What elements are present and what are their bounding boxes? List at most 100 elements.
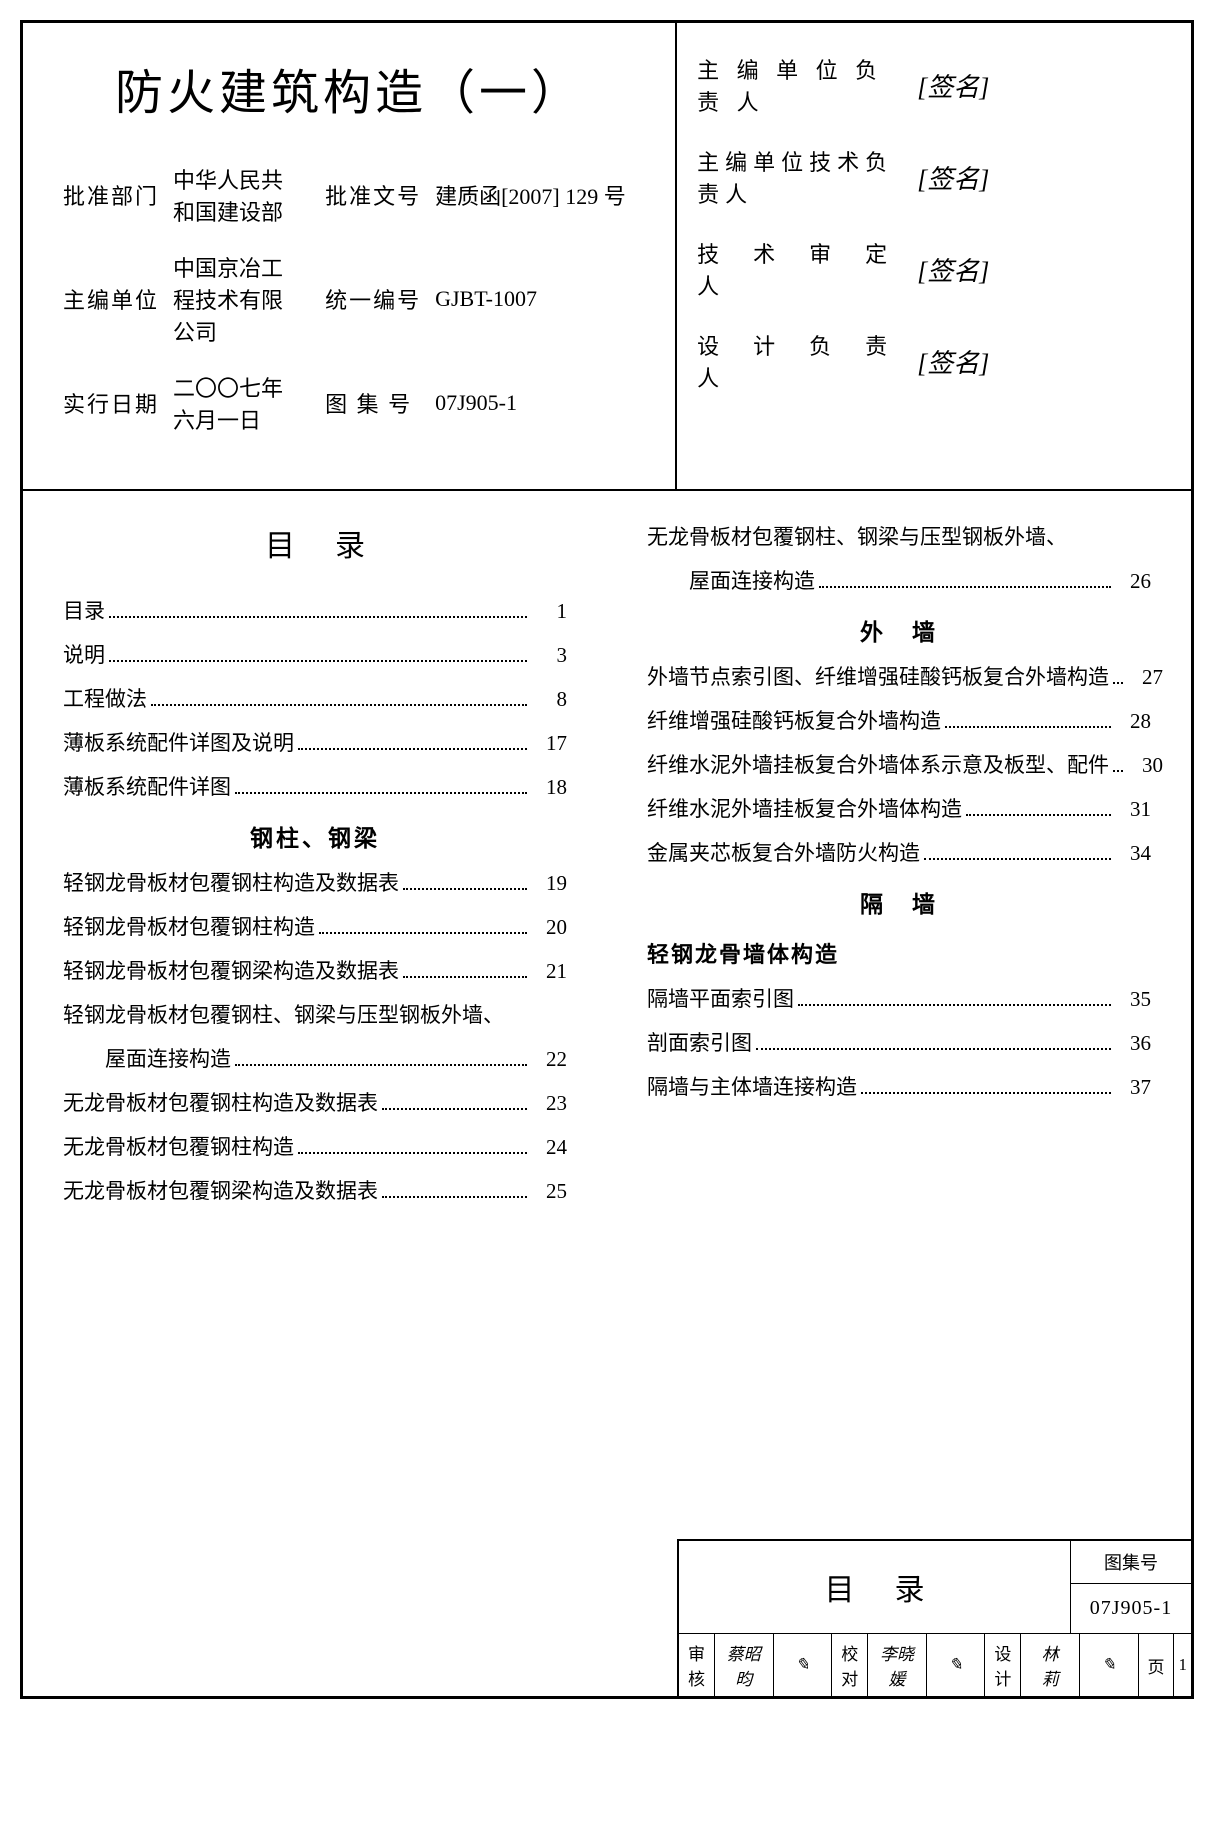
toc-row: 薄板系统配件详图及说明 17 xyxy=(63,727,567,757)
role-label: 主 编 单 位 负 责 人 xyxy=(697,53,917,117)
toc-row: 薄板系统配件详图18 xyxy=(63,771,567,801)
toc-row: 纤维增强硅酸钙板复合外墙构造28 xyxy=(647,705,1151,735)
role-signature: [签名] xyxy=(917,159,1171,196)
toc-text: 剖面索引图 xyxy=(647,1027,752,1057)
toc-text: 纤维水泥外墙挂板复合外墙体构造 xyxy=(647,793,962,823)
toc-row: 外墙节点索引图、纤维增强硅酸钙板复合外墙构造27 xyxy=(647,661,1151,691)
toc-page-number: 37 xyxy=(1115,1075,1151,1100)
toc-row: 金属夹芯板复合外墙防火构造 34 xyxy=(647,837,1151,867)
toc-page-number: 35 xyxy=(1115,987,1151,1012)
sig-mark: ✎ xyxy=(927,1634,986,1696)
toc-text: 轻钢龙骨板材包覆钢梁构造及数据表 xyxy=(63,955,399,985)
toc-page-number: 30 xyxy=(1127,753,1163,778)
sig-label: 校对 xyxy=(832,1634,868,1696)
toc-page-number: 23 xyxy=(531,1091,567,1116)
toc-text: 纤维水泥外墙挂板复合外墙体系示意及板型、配件 xyxy=(647,749,1109,779)
toc-text: 薄板系统配件详图 xyxy=(63,771,231,801)
role-row: 主编单位技术负责人 [签名] xyxy=(697,145,1171,209)
sig-label: 审核 xyxy=(679,1634,715,1696)
sig-mark: ✎ xyxy=(1080,1634,1139,1696)
main-title: 防火建筑构造（一） xyxy=(63,53,635,123)
role-signature: [签名] xyxy=(917,343,1171,380)
toc-text: 轻钢龙骨板材包覆钢柱构造及数据表 xyxy=(63,867,399,897)
value-approval-dept: 中华人民共和国建设部 xyxy=(173,163,295,227)
toc-text: 隔墙平面索引图 xyxy=(647,983,794,1013)
label-editor-unit: 主编单位 xyxy=(63,283,173,315)
toc-page-number: 20 xyxy=(531,915,567,940)
toc-text: 屋面连接构造 xyxy=(647,565,815,595)
title-block-row: 目录 图集号 07J905-1 xyxy=(679,1541,1191,1634)
toc-text: 屋面连接构造 xyxy=(63,1043,231,1073)
toc-row: 屋面连接构造 22 xyxy=(63,1043,567,1073)
toc-subsection-heading: 轻钢龙骨墙体构造 xyxy=(647,937,1151,969)
toc-page-number: 19 xyxy=(531,871,567,896)
toc-title: 目录 xyxy=(63,521,567,565)
toc-row: 无龙骨板材包覆钢柱、钢梁与压型钢板外墙、 xyxy=(647,521,1151,551)
toc-page-number: 3 xyxy=(531,643,567,668)
toc-row: 工程做法 8 xyxy=(63,683,567,713)
toc-leader xyxy=(109,616,527,618)
role-label: 主编单位技术负责人 xyxy=(697,145,917,209)
role-label: 技 术 审 定 人 xyxy=(697,237,917,301)
toc-page-number: 26 xyxy=(1115,569,1151,594)
toc-text: 轻钢龙骨板材包覆钢柱、钢梁与压型钢板外墙、 xyxy=(63,999,504,1029)
toc-text: 金属夹芯板复合外墙防火构造 xyxy=(647,837,920,867)
toc-text: 无龙骨板材包覆钢梁构造及数据表 xyxy=(63,1175,378,1205)
toc-row: 目录1 xyxy=(63,595,567,625)
toc-page-number: 34 xyxy=(1115,841,1151,866)
toc-page-number: 8 xyxy=(531,687,567,712)
value-effective-date: 二〇〇七年六月一日 xyxy=(173,371,295,435)
toc-text: 薄板系统配件详图及说明 xyxy=(63,727,294,757)
toc-row: 无龙骨板材包覆钢柱构造及数据表 23 xyxy=(63,1087,567,1117)
toc-page-number: 28 xyxy=(1115,709,1151,734)
toc-text: 外墙节点索引图、纤维增强硅酸钙板复合外墙构造 xyxy=(647,661,1109,691)
role-row: 主 编 单 位 负 责 人 [签名] xyxy=(697,53,1171,117)
toc-text: 无龙骨板材包覆钢柱构造及数据表 xyxy=(63,1087,378,1117)
toc-page-number: 22 xyxy=(531,1047,567,1072)
toc-section-heading: 外 墙 xyxy=(647,613,1151,647)
toc-row: 纤维水泥外墙挂板复合外墙体构造31 xyxy=(647,793,1151,823)
toc-page-number: 21 xyxy=(531,959,567,984)
toc-text: 轻钢龙骨板材包覆钢柱构造 xyxy=(63,911,315,941)
toc-page-number: 36 xyxy=(1115,1031,1151,1056)
toc-row: 纤维水泥外墙挂板复合外墙体系示意及板型、配件30 xyxy=(647,749,1151,779)
value-approval-no: 建质函[2007] 129 号 xyxy=(435,179,635,211)
toc-leader xyxy=(319,932,527,934)
label-approval-no: 批准文号 xyxy=(325,179,435,211)
label-unified-no: 统一编号 xyxy=(325,283,435,315)
sig-label: 设计 xyxy=(985,1634,1021,1696)
role-signature: [签名] xyxy=(917,251,1171,288)
toc-leader xyxy=(819,586,1111,588)
toc-text: 隔墙与主体墙连接构造 xyxy=(647,1071,857,1101)
header-right: 主 编 单 位 负 责 人 [签名] 主编单位技术负责人 [签名] 技 术 审 … xyxy=(677,23,1191,489)
toc-leader xyxy=(945,726,1111,728)
toc-row: 轻钢龙骨板材包覆钢梁构造及数据表 21 xyxy=(63,955,567,985)
toc-text: 无龙骨板材包覆钢柱、钢梁与压型钢板外墙、 xyxy=(647,521,1067,551)
title-block-sig-row: 审核 蔡昭昀 ✎ 校对 李晓媛 ✎ 设计 林 莉 ✎ 页 1 xyxy=(679,1634,1191,1696)
toc-page-number: 17 xyxy=(531,731,567,756)
page-value: 1 xyxy=(1174,1634,1191,1696)
toc-row: 隔墙平面索引图 35 xyxy=(647,983,1151,1013)
toc-leader xyxy=(966,814,1111,816)
value-editor-unit: 中国京冶工程技术有限公司 xyxy=(173,251,295,347)
title-block-title: 目录 xyxy=(679,1541,1071,1633)
title-block-code: 图集号 07J905-1 xyxy=(1071,1541,1191,1633)
toc-text: 无龙骨板材包覆钢柱构造 xyxy=(63,1131,294,1161)
toc-row: 无龙骨板材包覆钢柱构造24 xyxy=(63,1131,567,1161)
toc-section-heading: 钢柱、钢梁 xyxy=(63,819,567,853)
toc-text: 工程做法 xyxy=(63,683,147,713)
label-atlas-no: 图 集 号 xyxy=(325,387,435,419)
toc-leader xyxy=(1113,682,1123,684)
toc-page-number: 1 xyxy=(531,599,567,624)
toc-leader xyxy=(1113,770,1123,772)
toc-column-left: 目录 目录1说明3工程做法8薄板系统配件详图及说明17薄板系统配件详图18 钢柱… xyxy=(23,491,607,1824)
toc-leader xyxy=(403,976,527,978)
page-frame: 防火建筑构造（一） 批准部门 中华人民共和国建设部 批准文号 建质函[2007]… xyxy=(20,20,1194,1699)
toc-leader xyxy=(403,888,527,890)
toc-leader xyxy=(235,1064,527,1066)
header: 防火建筑构造（一） 批准部门 中华人民共和国建设部 批准文号 建质函[2007]… xyxy=(23,23,1191,491)
sig-name: 李晓媛 xyxy=(868,1634,927,1696)
toc-row: 无龙骨板材包覆钢梁构造及数据表25 xyxy=(63,1175,567,1205)
toc-row: 轻钢龙骨板材包覆钢柱、钢梁与压型钢板外墙、 xyxy=(63,999,567,1029)
info-row: 主编单位 中国京冶工程技术有限公司 统一编号 GJBT-1007 xyxy=(63,251,635,347)
